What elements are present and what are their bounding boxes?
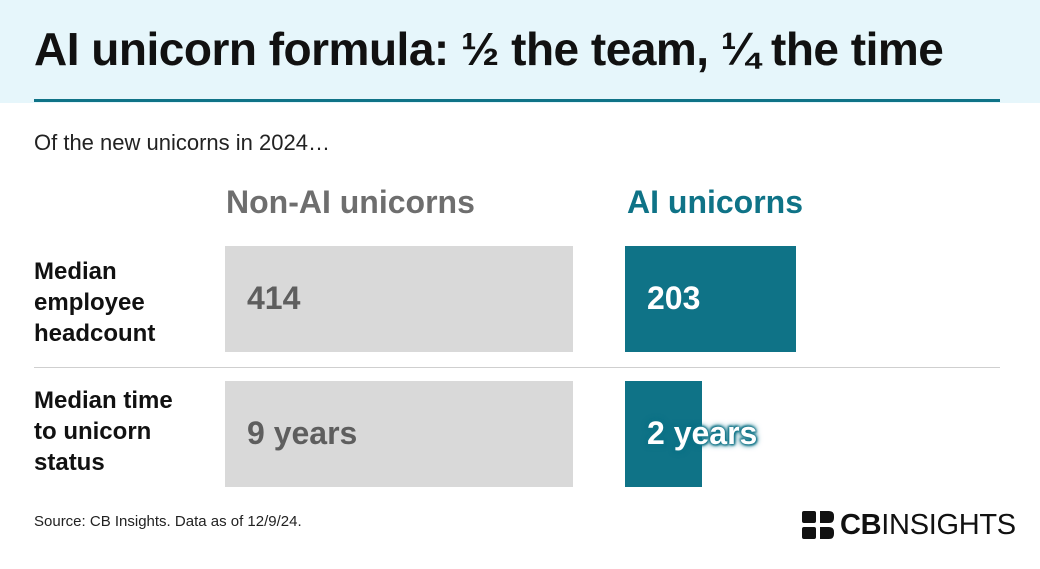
cb-insights-logo: CBINSIGHTS [802,510,1016,540]
logo-wordmark: CBINSIGHTS [840,510,1016,540]
logo-wordmark-bold: CB [840,509,882,541]
bar-ai-time [625,381,702,487]
value-label-non-ai-time: 9 years [247,415,358,451]
source-note: Source: CB Insights. Data as of 12/9/24. [34,513,302,530]
chart-title: AI unicorn formula: ½ the team, ¼ the ti… [34,23,944,75]
row-label-line: to unicorn [34,418,152,445]
header-band: AI unicorn formula: ½ the team, ¼ the ti… [0,0,1040,103]
row-label-line: employee [34,289,145,316]
column-header-ai: AI unicorns [627,184,804,220]
row-label-line: status [34,449,105,476]
row-divider [34,367,1000,368]
row-label-line: headcount [34,320,156,347]
row-label-line: Median time [34,387,173,414]
cb-insights-logo-icon [802,511,834,539]
header-rule [34,99,1000,102]
row-label-time-to-unicorn: Median time to unicorn status [34,385,214,478]
bar-non-ai-time [225,381,573,487]
column-header-non-ai: Non-AI unicorns [226,184,475,220]
chart-subtitle: Of the new unicorns in 2024… [34,130,330,155]
row-label-headcount: Median employee headcount [34,256,214,349]
value-label-ai-time: 2 years [647,415,758,451]
logo-wordmark-regular: INSIGHTS [881,509,1016,541]
value-label-ai-headcount: 203 [647,280,701,316]
value-label-non-ai-headcount: 414 [247,280,301,316]
bar-non-ai-headcount [225,246,573,352]
row-label-line: Median [34,258,117,285]
bar-ai-headcount [625,246,796,352]
